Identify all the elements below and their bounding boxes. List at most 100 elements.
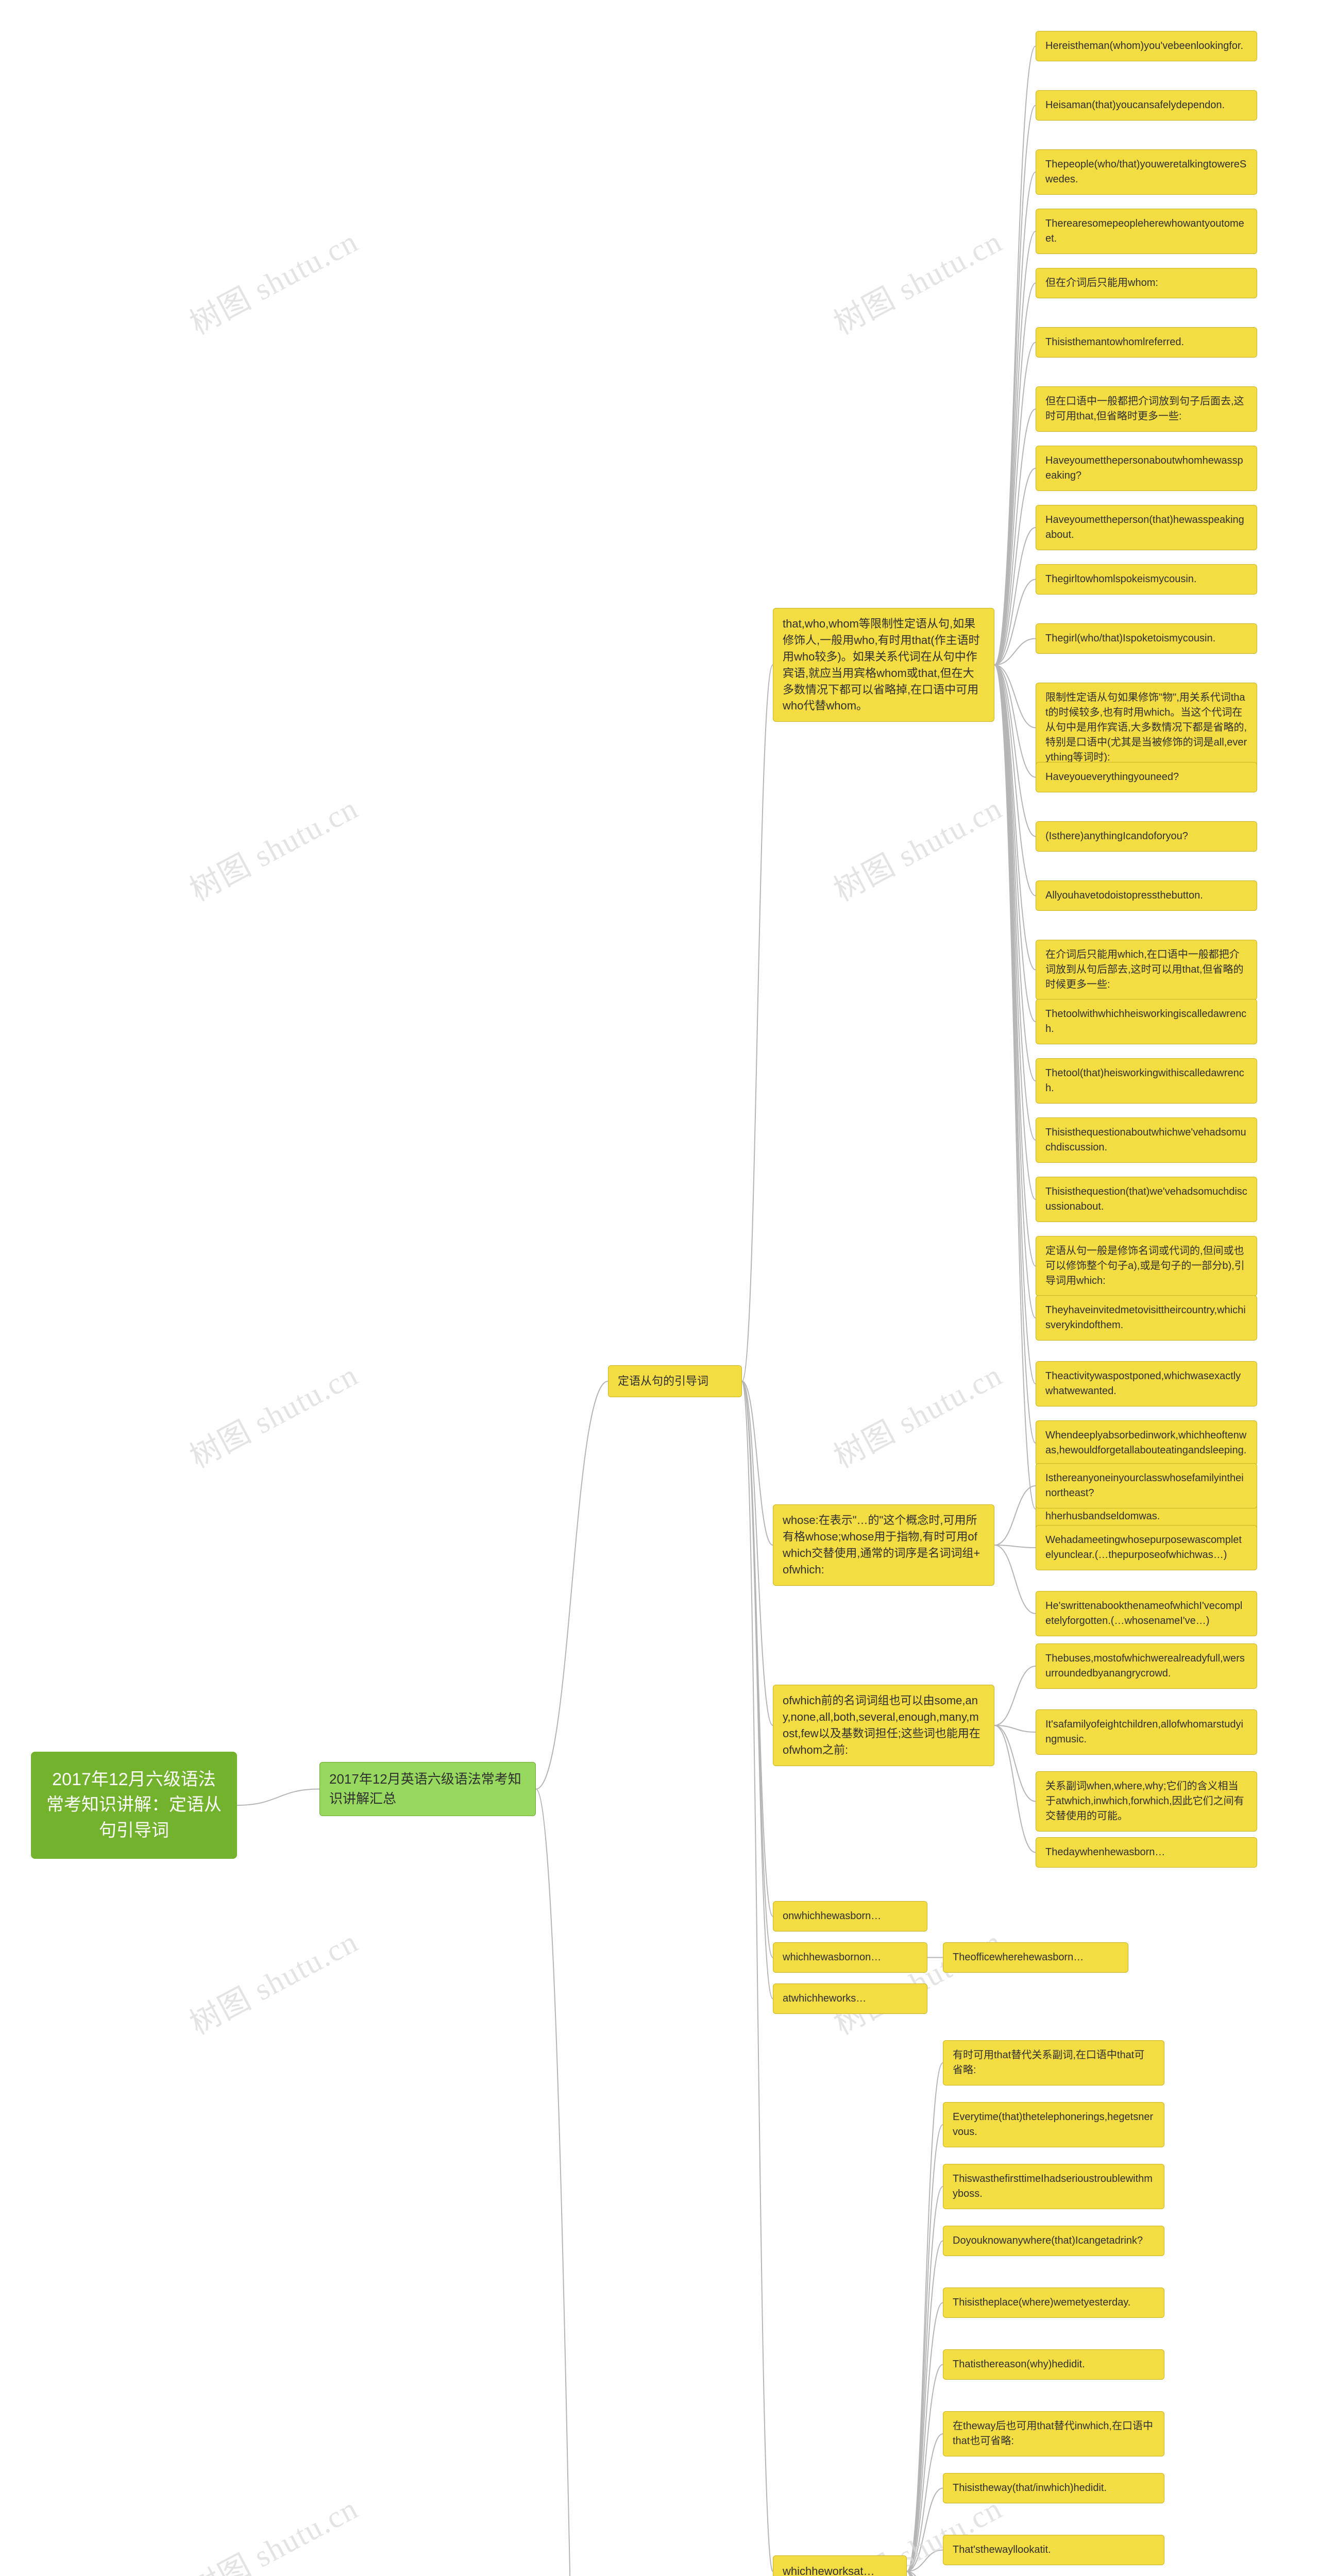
leaf-node[interactable]: 限制性定语从句如果修饰"物",用关系代词that的时候较多,也有时用which。… — [1036, 683, 1257, 773]
leaf-node[interactable]: Doyouknowanywhere(that)Icangetadrink? — [943, 2226, 1164, 2256]
group-node[interactable]: ofwhich前的名词词组也可以由some,any,none,all,both,… — [773, 1685, 994, 1766]
connector — [907, 2063, 943, 2571]
leaf-node[interactable]: 在介词后只能用which,在口语中一般都把介词放到从句后部去,这时可以用that… — [1036, 940, 1257, 1000]
connector — [994, 665, 1036, 1510]
connector — [994, 665, 1036, 728]
leaf-node[interactable]: Thetool(that)heisworkingwithiscalledawre… — [1036, 1058, 1257, 1104]
leaf-node[interactable]: Hereistheman(whom)you'vebeenlookingfor. — [1036, 31, 1257, 61]
connector — [994, 468, 1036, 665]
leaf-node[interactable]: Wehadameetingwhosepurposewascompletelyun… — [1036, 1525, 1257, 1570]
leaf-node[interactable]: That'sthewayllookatit. — [943, 2535, 1164, 2565]
leaf-node[interactable]: Thisisthequestionaboutwhichwe'vehadsomuc… — [1036, 1117, 1257, 1163]
connector — [742, 1381, 773, 1725]
leaf-node[interactable]: 关系副词when,where,why;它们的含义相当于atwhich,inwhi… — [1036, 1771, 1257, 1832]
leaf-node[interactable]: atwhichheworks… — [773, 1984, 927, 2014]
connector — [994, 665, 1036, 777]
watermark: 树图 shutu.cn — [825, 217, 1009, 343]
connector — [907, 2488, 943, 2572]
leaf-node[interactable]: (Isthere)anythingIcandoforyou? — [1036, 821, 1257, 852]
leaf-node[interactable]: Theyhaveinvitedmetovisittheircountry,whi… — [1036, 1295, 1257, 1341]
connector — [907, 2571, 943, 2576]
connector — [994, 283, 1036, 665]
connector — [994, 665, 1036, 1444]
watermark: 树图 shutu.cn — [181, 217, 365, 343]
connector — [742, 1381, 773, 1958]
connector — [994, 665, 1036, 1318]
connector — [742, 665, 773, 1382]
connector — [994, 665, 1036, 1022]
connector — [907, 2571, 943, 2576]
connector — [907, 2571, 943, 2576]
leaf-node[interactable]: Thebuses,mostofwhichwerealreadyfull,wers… — [1036, 1643, 1257, 1689]
watermark: 树图 shutu.cn — [181, 1350, 365, 1477]
leaf-node[interactable]: Therearesomepeopleherewhowantyoutomeet. — [1036, 209, 1257, 254]
connector — [994, 580, 1036, 665]
leaf-node[interactable]: Haveyoueverythingyouneed? — [1036, 762, 1257, 792]
leaf-node[interactable]: Everytime(that)thetelephonerings,hegetsn… — [943, 2102, 1164, 2147]
connector — [994, 665, 1036, 1266]
leaf-node[interactable]: 定语从句一般是修饰名词或代词的,但间或也可以修饰整个句子a),或是句子的一部分b… — [1036, 1236, 1257, 1296]
level2-node[interactable]: 2017年12月英语六级语法常考知识讲解汇总 — [319, 1762, 536, 1816]
connector — [907, 2571, 943, 2576]
watermark: 树图 shutu.cn — [181, 1917, 365, 2043]
branch-node[interactable]: 定语从句的引导词 — [608, 1365, 742, 1397]
connector — [907, 2303, 943, 2572]
connector — [907, 2550, 943, 2572]
leaf-node[interactable]: Whendeeplyabsorbedinwork,whichheoftenwas… — [1036, 1420, 1257, 1466]
connector — [994, 1486, 1036, 1545]
connector — [994, 1666, 1036, 1725]
leaf-node[interactable]: 在theway后也可用that替代inwhich,在口语中that也可省略: — [943, 2411, 1164, 2456]
leaf-node[interactable]: Thegirltowhomlspokeismycousin. — [1036, 564, 1257, 595]
leaf-node[interactable]: Haveyoumettheperson(that)hewasspeakingab… — [1036, 505, 1257, 550]
leaf-node[interactable]: 但在介词后只能用whom: — [1036, 268, 1257, 298]
connector — [536, 1381, 608, 1789]
leaf-node[interactable]: whichhewasbornon… — [773, 1942, 927, 1973]
leaf-node[interactable]: Thetoolwithwhichheisworkingiscalledawren… — [1036, 999, 1257, 1044]
leaf-node[interactable]: ThiswasthefirsttimeIhadserioustroublewit… — [943, 2164, 1164, 2209]
connector — [994, 1545, 1036, 1548]
leaf-node[interactable]: 但在口语中一般都把介词放到句子后面去,这时可用that,但省略时更多一些: — [1036, 386, 1257, 432]
connector — [994, 1725, 1036, 1732]
group-node[interactable]: whichheworksat… — [773, 2555, 907, 2576]
leaf-node[interactable]: It'safamilyofeightchildren,allofwhomarst… — [1036, 1709, 1257, 1755]
leaf-node[interactable]: Thedaywhenhewasborn… — [1036, 1837, 1257, 1868]
watermark: 树图 shutu.cn — [181, 2484, 365, 2576]
leaf-node[interactable]: Heisaman(that)youcansafelydependon. — [1036, 90, 1257, 121]
connector — [742, 1381, 773, 1999]
leaf-node[interactable]: Theactivitywaspostponed,whichwasexactlyw… — [1036, 1361, 1257, 1406]
connector — [994, 665, 1036, 1141]
leaf-node[interactable]: Thegirl(who/that)Ispoketoismycousin. — [1036, 623, 1257, 654]
leaf-node[interactable]: Haveyoumetthepersonaboutwhomhewasspeakin… — [1036, 446, 1257, 491]
group-node[interactable]: that,who,whom等限制性定语从句,如果修饰人,一般用who,有时用th… — [773, 608, 994, 722]
leaf-node[interactable]: Thisisthemantowhomlreferred. — [1036, 327, 1257, 358]
group-node[interactable]: whose:在表示"…的"这个概念时,可用所有格whose;whose用于指物,… — [773, 1504, 994, 1586]
connector — [994, 1725, 1036, 1802]
leaf-node[interactable]: onwhichhewasborn… — [773, 1901, 927, 1931]
leaf-node[interactable]: Thisistheplace(where)wemetyesterday. — [943, 2287, 1164, 2318]
connector — [742, 1381, 773, 1917]
leaf-node[interactable]: He'swrittenabookthenameofwhichI'vecomple… — [1036, 1591, 1257, 1636]
watermark: 树图 shutu.cn — [825, 1917, 1009, 2043]
connector — [994, 665, 1036, 837]
leaf-node[interactable]: Thatisthereason(why)hedidit. — [943, 2349, 1164, 2380]
leaf-node[interactable]: Allyouhavetodoistopressthebutton. — [1036, 880, 1257, 911]
leaf-node[interactable]: 有时可用that替代关系副词,在口语中that可省略: — [943, 2040, 1164, 2086]
connector — [994, 1725, 1036, 1853]
connector — [907, 2571, 943, 2576]
leaf-node[interactable]: Thisistheway(that/inwhich)hedidit. — [943, 2473, 1164, 2503]
connector — [742, 1381, 773, 1545]
connector — [742, 1381, 773, 2571]
leaf-node[interactable]: Thisisthequestion(that)we'vehadsomuchdis… — [1036, 1177, 1257, 1222]
watermark: 树图 shutu.cn — [181, 784, 365, 910]
connector — [994, 665, 1036, 970]
connector — [994, 528, 1036, 665]
leaf-node[interactable]: Isthereanyoneinyourclasswhosefamilyinthe… — [1036, 1463, 1257, 1509]
connector — [907, 2571, 943, 2576]
root-node[interactable]: 2017年12月六级语法常考知识讲解：定语从句引导词 — [31, 1752, 237, 1859]
connector — [907, 2187, 943, 2571]
leaf-node[interactable]: Thepeople(who/that)youweretalkingtowereS… — [1036, 149, 1257, 195]
leaf-node[interactable]: Theofficewherehewasborn… — [943, 1942, 1128, 1973]
connector — [907, 2571, 943, 2576]
connector — [994, 665, 1036, 896]
connector — [994, 1545, 1036, 1614]
